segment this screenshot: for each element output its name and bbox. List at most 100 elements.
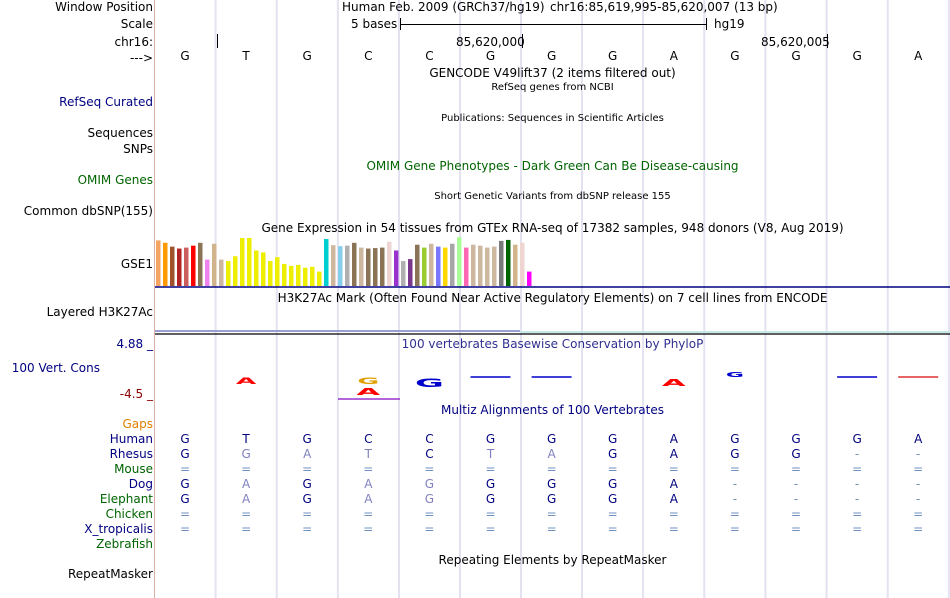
multiz-base: =	[729, 462, 740, 476]
gtex-bar	[198, 242, 203, 286]
reference-base: G	[180, 49, 190, 63]
multiz-base: G	[730, 432, 740, 446]
multiz-base: -	[793, 477, 799, 491]
gtex-bar	[464, 247, 469, 286]
multiz-base: A	[669, 432, 678, 446]
dbsnp-track-title[interactable]: Short Genetic Variants from dbSNP releas…	[434, 191, 671, 202]
gtex-bar	[170, 246, 175, 286]
gtex-bar	[212, 243, 217, 286]
gtex-bar	[422, 247, 427, 286]
window-position-label: Window Position	[55, 0, 153, 14]
omim-track-label[interactable]: OMIM Genes	[77, 173, 153, 187]
repeatmasker-track-title[interactable]: Repeating Elements by RepeatMasker	[438, 553, 667, 567]
multiz-base: =	[913, 507, 924, 521]
publications-track-label[interactable]: Sequences	[87, 126, 153, 140]
multiz-base: G	[241, 447, 251, 461]
gtex-bar	[247, 238, 252, 286]
multiz-base: G	[485, 477, 496, 491]
gtex-bar	[226, 261, 231, 286]
multiz-base: G	[852, 432, 862, 446]
gtex-bar	[485, 247, 490, 286]
snps-track-label[interactable]: SNPs	[123, 142, 153, 156]
gtex-bar	[359, 247, 364, 286]
scale-text: 5 bases	[351, 17, 398, 31]
multiz-base: =	[241, 522, 252, 536]
multiz-base: -	[916, 477, 921, 491]
gtex-bar	[436, 246, 441, 286]
gtex-bar	[156, 240, 161, 286]
cons-track-label[interactable]: 100 Vert. Cons	[11, 361, 100, 375]
multiz-base: T	[486, 447, 495, 461]
gtex-bar	[373, 248, 378, 286]
h3k27ac-track-title[interactable]: H3K27Ac Mark (Often Found Near Active Re…	[277, 291, 828, 305]
multiz-base: -	[793, 492, 799, 506]
multiz-base: =	[363, 507, 374, 521]
multiz-species-label: Mouse	[114, 462, 153, 476]
gencode-track-title[interactable]: GENCODE V49lift37 (2 items filtered out)	[429, 66, 676, 80]
multiz-base: G	[485, 432, 496, 446]
gtex-bar	[205, 259, 210, 286]
multiz-base: A	[241, 492, 251, 506]
multiz-base: =	[241, 462, 252, 476]
gtex-bar	[338, 246, 343, 286]
coord-label-1: 85,620,000	[456, 35, 525, 49]
multiz-track-title[interactable]: Multiz Alignments of 100 Vertebrates	[440, 403, 665, 417]
multiz-base: A	[364, 492, 373, 506]
multiz-base: =	[179, 522, 191, 536]
dbsnp-track-label[interactable]: Common dbSNP(155)	[23, 204, 153, 218]
gtex-bar	[317, 271, 322, 286]
multiz-base: -	[854, 492, 860, 506]
chrom-label: chr16:	[114, 35, 153, 49]
repeatmasker-track-label[interactable]: RepeatMasker	[67, 567, 153, 581]
multiz-base: A	[914, 432, 923, 446]
gtex-bar	[415, 244, 420, 286]
gtex-bar	[429, 243, 434, 286]
strand-label: --->	[129, 51, 153, 65]
multiz-base: =	[424, 522, 435, 536]
scale-label: Scale	[120, 17, 153, 31]
multiz-base: G	[302, 477, 312, 491]
reference-base: G	[302, 49, 312, 63]
multiz-base: =	[179, 462, 191, 476]
multiz-base: =	[790, 462, 802, 476]
multiz-base: =	[424, 462, 435, 476]
multiz-base: =	[485, 522, 496, 536]
multiz-base: G	[485, 492, 496, 506]
conservation-glyph: G	[726, 371, 744, 379]
reference-base: G	[608, 49, 618, 63]
gtex-bar	[401, 261, 406, 286]
multiz-base: =	[485, 507, 496, 521]
multiz-base: G	[608, 477, 618, 491]
gtex-track-title[interactable]: Gene Expression in 54 tissues from GTEx …	[261, 221, 844, 235]
gtex-bar	[282, 263, 287, 286]
multiz-species-label: Zebrafish	[96, 537, 153, 551]
omim-track-title[interactable]: OMIM Gene Phenotypes - Dark Green Can Be…	[366, 159, 739, 173]
gtex-bar	[254, 250, 259, 286]
refseq-track-label[interactable]: RefSeq Curated	[59, 95, 153, 109]
reference-base: G	[485, 49, 496, 63]
refseq-track-title[interactable]: RefSeq genes from NCBI	[491, 82, 614, 93]
multiz-base: T	[242, 432, 250, 446]
gtex-bar	[394, 250, 399, 286]
multiz-base: C	[425, 447, 434, 461]
gtex-bar	[268, 261, 273, 286]
gaps-label: Gaps	[122, 417, 153, 431]
multiz-base: A	[303, 447, 312, 461]
multiz-species-label: Human	[109, 432, 153, 446]
multiz-base: G	[180, 432, 190, 446]
gtex-bar	[296, 264, 301, 286]
cons-track-title[interactable]: 100 vertebrates Basewise Conservation by…	[401, 337, 704, 351]
reference-base: C	[364, 49, 373, 63]
multiz-base: =	[790, 522, 802, 536]
multiz-base: -	[732, 492, 738, 506]
gtex-track-label[interactable]: GSE1	[120, 257, 153, 271]
multiz-base: =	[852, 522, 863, 536]
publications-track-title[interactable]: Publications: Sequences in Scientific Ar…	[441, 113, 664, 124]
multiz-base: -	[732, 477, 738, 491]
multiz-species-label: Elephant	[99, 492, 153, 506]
h3k27ac-track-label[interactable]: Layered H3K27Ac	[46, 305, 153, 319]
db-text: hg19	[714, 17, 745, 31]
multiz-base: =	[179, 507, 191, 521]
reference-base: G	[546, 49, 557, 63]
